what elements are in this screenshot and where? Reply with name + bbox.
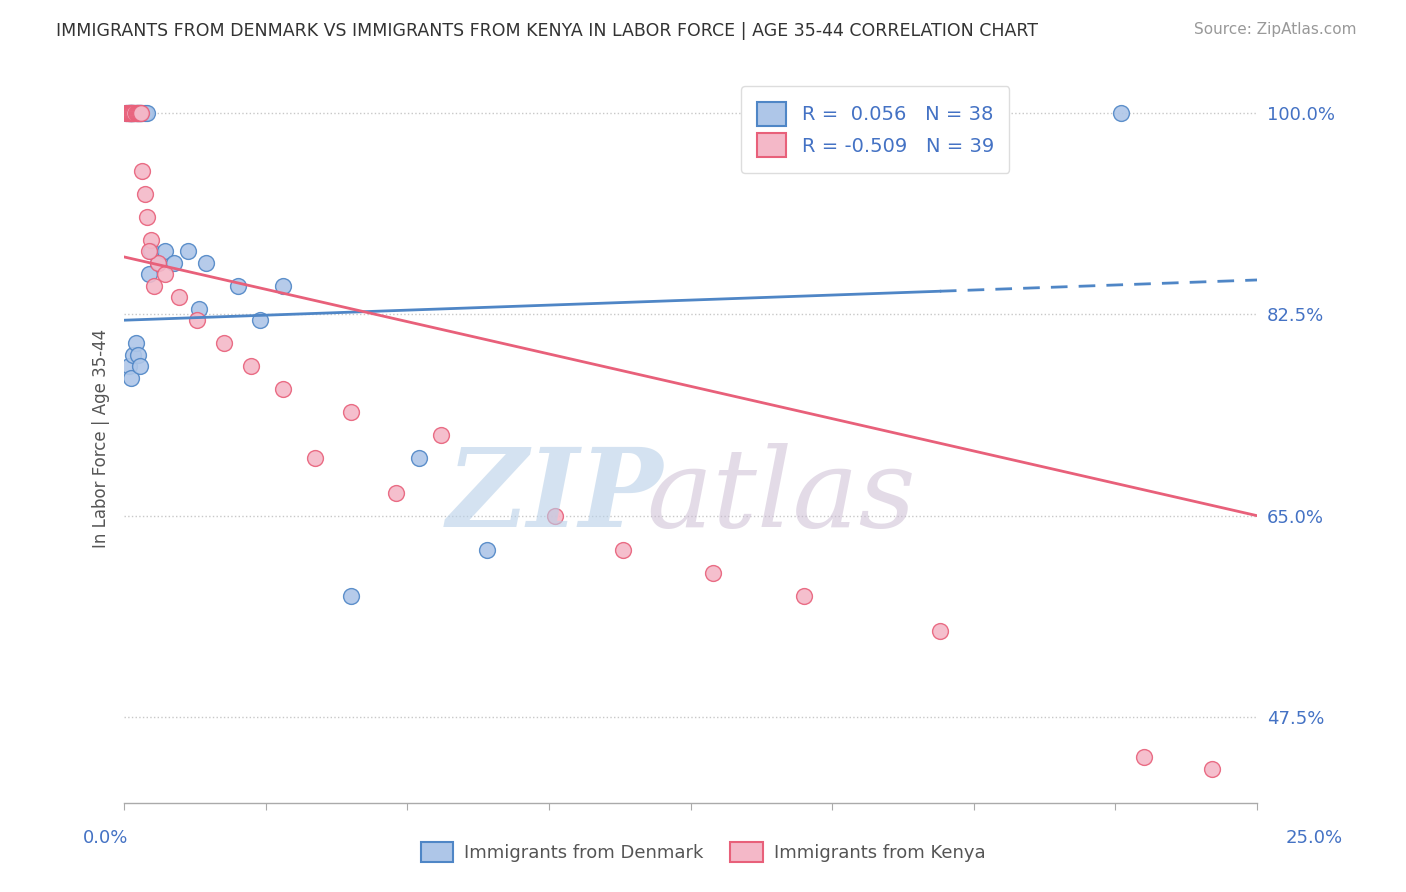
Point bbox=[129, 359, 152, 374]
Point bbox=[128, 106, 150, 120]
Text: atlas: atlas bbox=[647, 442, 917, 550]
Point bbox=[176, 244, 198, 259]
Point bbox=[124, 336, 146, 351]
Point bbox=[138, 267, 160, 281]
Point bbox=[135, 210, 157, 224]
Y-axis label: In Labor Force | Age 35-44: In Labor Force | Age 35-44 bbox=[93, 328, 110, 548]
Point bbox=[430, 428, 453, 442]
Point bbox=[304, 451, 326, 466]
Point bbox=[339, 589, 361, 603]
Point bbox=[127, 106, 149, 120]
Point bbox=[544, 508, 567, 523]
Point bbox=[408, 451, 430, 466]
Point bbox=[120, 370, 142, 384]
Point bbox=[1132, 750, 1154, 764]
Text: 25.0%: 25.0% bbox=[1286, 829, 1343, 847]
Point bbox=[153, 267, 176, 281]
Point bbox=[121, 106, 143, 120]
Point bbox=[240, 359, 263, 374]
Point bbox=[124, 106, 146, 120]
Point bbox=[339, 405, 361, 419]
Point bbox=[121, 106, 143, 120]
Text: 0.0%: 0.0% bbox=[83, 829, 128, 847]
Point bbox=[167, 290, 190, 304]
Point bbox=[122, 348, 145, 362]
Point bbox=[131, 106, 153, 120]
Point bbox=[141, 244, 163, 259]
Point bbox=[128, 106, 150, 120]
Point bbox=[212, 336, 235, 351]
Point bbox=[122, 106, 145, 120]
Point bbox=[163, 256, 186, 270]
Point bbox=[188, 301, 211, 316]
Point bbox=[122, 106, 145, 120]
Point bbox=[120, 106, 142, 120]
Point bbox=[153, 244, 176, 259]
Text: Source: ZipAtlas.com: Source: ZipAtlas.com bbox=[1194, 22, 1357, 37]
Legend: Immigrants from Denmark, Immigrants from Kenya: Immigrants from Denmark, Immigrants from… bbox=[413, 834, 993, 870]
Point bbox=[186, 313, 208, 327]
Point bbox=[271, 382, 294, 396]
Point bbox=[120, 106, 142, 120]
Point bbox=[122, 106, 145, 120]
Point bbox=[118, 106, 141, 120]
Point bbox=[138, 244, 160, 259]
Point bbox=[125, 106, 148, 120]
Text: IMMIGRANTS FROM DENMARK VS IMMIGRANTS FROM KENYA IN LABOR FORCE | AGE 35-44 CORR: IMMIGRANTS FROM DENMARK VS IMMIGRANTS FR… bbox=[56, 22, 1038, 40]
Point bbox=[115, 106, 138, 120]
Legend: R =  0.056   N = 38, R = -0.509   N = 39: R = 0.056 N = 38, R = -0.509 N = 39 bbox=[741, 87, 1010, 173]
Point bbox=[117, 106, 139, 120]
Point bbox=[702, 566, 724, 581]
Point bbox=[131, 163, 153, 178]
Point bbox=[118, 359, 141, 374]
Point bbox=[127, 106, 149, 120]
Point bbox=[122, 106, 145, 120]
Point bbox=[142, 278, 165, 293]
Point bbox=[131, 106, 153, 120]
Point bbox=[134, 106, 156, 120]
Point bbox=[226, 278, 249, 293]
Point bbox=[121, 106, 143, 120]
Point bbox=[118, 106, 141, 120]
Point bbox=[148, 256, 170, 270]
Point bbox=[271, 278, 294, 293]
Text: ZIP: ZIP bbox=[446, 442, 664, 550]
Point bbox=[1109, 106, 1132, 120]
Point bbox=[118, 106, 141, 120]
Point bbox=[135, 106, 157, 120]
Point bbox=[194, 256, 217, 270]
Point bbox=[928, 624, 950, 638]
Point bbox=[793, 589, 815, 603]
Point bbox=[129, 106, 152, 120]
Point bbox=[127, 348, 149, 362]
Point bbox=[121, 106, 143, 120]
Point bbox=[612, 543, 634, 558]
Point bbox=[115, 106, 138, 120]
Point bbox=[385, 485, 408, 500]
Point bbox=[124, 106, 146, 120]
Point bbox=[141, 233, 163, 247]
Point bbox=[118, 106, 141, 120]
Point bbox=[129, 106, 152, 120]
Point bbox=[117, 106, 139, 120]
Point bbox=[475, 543, 498, 558]
Point bbox=[125, 106, 148, 120]
Point bbox=[249, 313, 271, 327]
Point bbox=[131, 106, 153, 120]
Point bbox=[148, 256, 170, 270]
Point bbox=[134, 186, 156, 201]
Point bbox=[1201, 762, 1223, 776]
